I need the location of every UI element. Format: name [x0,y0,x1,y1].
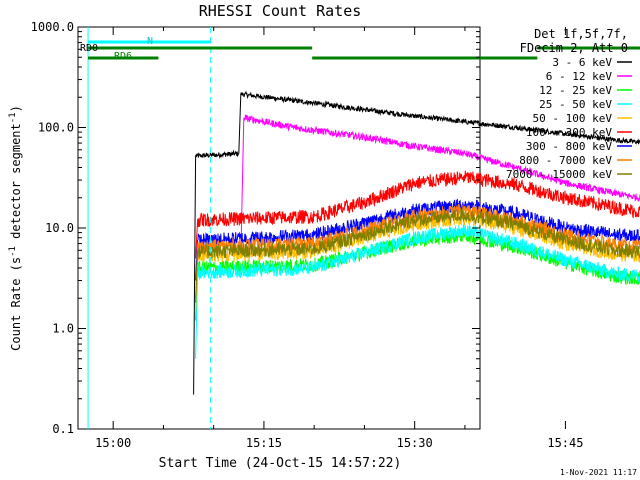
rd6-label: RD6 [114,51,132,62]
y-tick-label: 1.0 [52,322,74,336]
legend-label: 12 - 25 keV [539,84,612,97]
series-layer [193,90,640,395]
legend-label: 3 - 6 keV [552,56,612,69]
y-axis-label-close: ) [9,105,23,112]
legend-label: 25 - 50 keV [539,98,612,111]
y-axis-label-sup: -1 [8,246,18,257]
y-axis-label-middle: detector segment [9,123,23,246]
legend-label: 100 - 300 keV [526,126,612,139]
series-line [195,224,640,359]
legend-label: 800 - 7000 keV [519,154,612,167]
rd0-label: RD0 [80,43,98,54]
y-tick-label: 10.0 [45,221,74,235]
series-line [195,198,640,281]
chart-title: RHESSI Count Rates [199,2,362,20]
axes: 0.1 1.0 10.0 100.0 1000.0 15:00 15:15 15:30 15:4… [31,20,584,450]
series-line [195,170,640,259]
legend-label: 50 - 100 keV [533,112,613,125]
y-axis-label-prefix: Count Rate (s [9,257,23,351]
night-markers [87,27,212,429]
x-tick-label: 15:45 [547,436,583,450]
x-tick-label: 15:15 [246,436,282,450]
legend-label: 7000 - 15000 keV [506,168,612,181]
footer-date: 1-Nov-2021 11:17 [560,468,637,477]
attenuator-bars [88,46,640,60]
legend-label: 6 - 12 keV [546,70,613,83]
night-label: N [147,36,153,47]
y-axis-label-sup2: -1 [8,112,18,123]
y-tick-label: 0.1 [52,422,74,436]
x-tick-label: 15:00 [95,436,131,450]
y-axis-label: Count Rate (s-1 detector segment-1) [8,105,23,351]
series-line [240,114,640,259]
series-line [195,208,640,303]
x-axis-label: Start Time (24-Oct-15 14:57:22) [159,456,402,471]
series-line [193,90,640,395]
legend-header-line1: Det 1f,5f,7f, [534,27,628,41]
y-tick-label: 1000.0 [31,20,74,34]
legend: Det 1f,5f,7f, FDecim 2, Att 0 3 - 6 keV6… [506,27,632,181]
legend-label: 300 - 800 keV [526,140,612,153]
y-tick-label: 100.0 [38,121,74,135]
legend-header-line2: FDecim 2, Att 0 [520,41,628,55]
x-tick-label: 15:30 [397,436,433,450]
